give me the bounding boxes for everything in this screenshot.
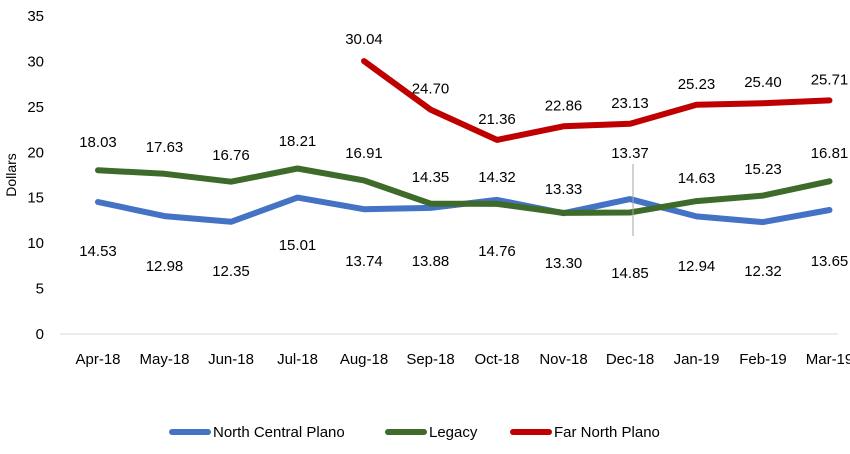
x-tick-label: Aug-18 bbox=[340, 351, 388, 368]
data-label-legacy: 14.32 bbox=[478, 169, 516, 186]
data-label-far-north-plano: 24.70 bbox=[412, 81, 450, 98]
legend-label-far-north-plano: Far North Plano bbox=[554, 424, 660, 441]
data-label-north-central-plano: 15.01 bbox=[279, 237, 317, 254]
data-label-legacy: 13.37 bbox=[611, 145, 649, 162]
series-line-legacy bbox=[95, 165, 833, 216]
data-label-north-central-plano: 13.74 bbox=[345, 253, 383, 270]
y-axis: 0 5 10 15 20 25 30 35 bbox=[27, 8, 44, 343]
legend: North Central Plano Legacy Far North Plano bbox=[169, 424, 660, 441]
data-label-legacy: 14.35 bbox=[412, 169, 450, 186]
data-label-legacy: 13.33 bbox=[545, 181, 583, 198]
legend-label-north-central-plano: North Central Plano bbox=[213, 424, 345, 441]
y-tick-label: 30 bbox=[27, 53, 44, 70]
data-label-north-central-plano: 12.32 bbox=[744, 263, 782, 280]
x-tick-label: Nov-18 bbox=[539, 351, 587, 368]
x-tick-label: Jul-18 bbox=[277, 351, 318, 368]
data-label-legacy: 14.63 bbox=[678, 170, 716, 187]
x-tick-label: Jun-18 bbox=[208, 351, 254, 368]
y-tick-label: 10 bbox=[27, 235, 44, 252]
data-label-far-north-plano: 25.40 bbox=[744, 74, 782, 91]
x-tick-label: Mar-19 bbox=[806, 351, 850, 368]
data-label-north-central-plano: 12.35 bbox=[212, 263, 250, 280]
data-label-far-north-plano: 21.36 bbox=[478, 111, 516, 128]
data-label-north-central-plano: 13.65 bbox=[811, 253, 849, 270]
data-label-north-central-plano: 14.85 bbox=[611, 265, 649, 282]
data-label-north-central-plano: 12.98 bbox=[146, 258, 184, 275]
data-label-north-central-plano: 14.76 bbox=[478, 243, 516, 260]
data-label-legacy: 16.81 bbox=[811, 145, 849, 162]
y-axis-title: Dollars bbox=[3, 153, 19, 197]
data-label-north-central-plano: 12.94 bbox=[678, 258, 716, 275]
data-label-north-central-plano: 14.53 bbox=[79, 243, 117, 260]
y-tick-label: 20 bbox=[27, 144, 44, 161]
data-label-legacy: 16.91 bbox=[345, 145, 383, 162]
data-label-far-north-plano: 25.23 bbox=[678, 76, 716, 93]
data-labels: 18.03 17.63 16.76 18.21 16.91 14.35 14.32 13.33… bbox=[79, 31, 848, 282]
data-label-north-central-plano: 13.30 bbox=[545, 255, 583, 272]
data-label-far-north-plano: 25.71 bbox=[811, 71, 849, 88]
series-line-far-north-plano bbox=[361, 58, 833, 143]
x-tick-label: Jan-19 bbox=[674, 351, 720, 368]
x-tick-label: Oct-18 bbox=[474, 351, 519, 368]
data-label-far-north-plano: 30.04 bbox=[345, 31, 383, 48]
legend-label-legacy: Legacy bbox=[429, 424, 478, 441]
x-axis: Apr-18 May-18 Jun-18 Jul-18 Aug-18 Sep-18 Oct-… bbox=[75, 351, 850, 368]
y-tick-label: 0 bbox=[36, 326, 44, 343]
data-label-legacy: 15.23 bbox=[744, 161, 782, 178]
data-label-far-north-plano: 23.13 bbox=[611, 95, 649, 112]
y-tick-label: 15 bbox=[27, 190, 44, 207]
data-label-legacy: 16.76 bbox=[212, 147, 250, 164]
x-tick-label: May-18 bbox=[139, 351, 189, 368]
series-lines bbox=[95, 58, 833, 226]
data-label-far-north-plano: 22.86 bbox=[545, 97, 583, 114]
x-tick-label: Apr-18 bbox=[75, 351, 120, 368]
y-tick-label: 35 bbox=[27, 8, 44, 25]
data-label-legacy: 18.03 bbox=[79, 134, 117, 151]
data-label-legacy: 17.63 bbox=[146, 139, 184, 156]
x-tick-label: Feb-19 bbox=[739, 351, 787, 368]
x-tick-label: Sep-18 bbox=[406, 351, 454, 368]
y-tick-label: 5 bbox=[36, 281, 44, 298]
y-tick-label: 25 bbox=[27, 99, 44, 116]
data-label-legacy: 18.21 bbox=[279, 133, 317, 150]
x-tick-label: Dec-18 bbox=[606, 351, 654, 368]
data-label-north-central-plano: 13.88 bbox=[412, 253, 450, 270]
